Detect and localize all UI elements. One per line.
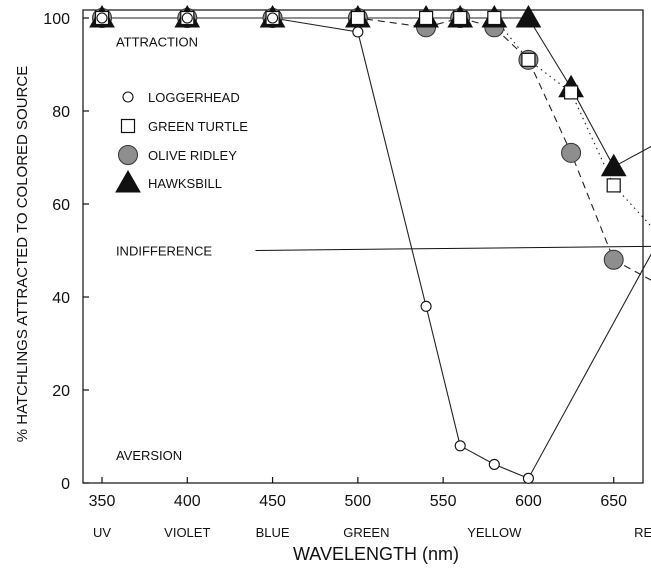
y-tick-label: 20 <box>52 383 70 400</box>
x-tick-label: 350 <box>89 493 116 510</box>
y-axis-ticks: 0 20 40 60 80 100 <box>43 11 89 493</box>
point-olive-ridley <box>603 249 624 270</box>
point-loggerhead <box>181 12 193 24</box>
point-green-turtle <box>418 10 434 26</box>
x-tick-label: 400 <box>174 493 201 510</box>
data-series <box>89 4 651 484</box>
point-hawksbill <box>600 153 627 177</box>
x-axis-title: WAVELENGTH (nm) <box>293 544 459 564</box>
legend-marker <box>120 118 136 134</box>
legend-entry: LOGGERHEAD <box>148 90 240 105</box>
band-label: VIOLET <box>164 525 210 540</box>
point-green-turtle <box>606 178 621 193</box>
y-tick-label: 40 <box>52 290 70 307</box>
band-label: GREEN <box>343 525 389 540</box>
region-annotation: AVERSION <box>116 448 182 463</box>
legend-entry: HAWKSBILL <box>148 176 222 191</box>
point-loggerhead <box>96 12 108 24</box>
point-green-turtle <box>521 52 536 67</box>
point-olive-ridley <box>561 142 582 163</box>
point-loggerhead <box>522 472 534 484</box>
point-hawksbill <box>515 4 542 28</box>
legend-marker <box>122 91 134 103</box>
region-annotation: INDIFFERENCE <box>116 244 212 259</box>
band-label: BLUE <box>256 525 290 540</box>
point-green-turtle <box>563 85 579 100</box>
y-tick-label: 0 <box>61 476 70 493</box>
x-tick-label: 650 <box>600 493 627 510</box>
point-loggerhead <box>267 12 279 24</box>
y-axis-title: % HATCHLINGS ATTRACTED TO COLORED SOURCE <box>14 66 31 442</box>
point-green-turtle <box>453 10 468 26</box>
x-tick-label: 600 <box>515 493 542 510</box>
legend-marker <box>115 169 141 193</box>
point-loggerhead <box>488 458 500 470</box>
x-axis-ticks: 350400450500550600650700 <box>89 477 627 510</box>
band-label: RED <box>634 525 651 540</box>
point-loggerhead <box>454 440 466 452</box>
legend-entry: GREEN TURTLE <box>148 119 248 134</box>
point-green-turtle <box>487 10 502 26</box>
legend-entry: OLIVE RIDLEY <box>148 148 237 163</box>
region-annotation: ATTRACTION <box>116 34 198 49</box>
legend: LOGGERHEAD GREEN TURTLE OLIVE RIDLEY HAWKSB… <box>115 90 248 193</box>
reference-lines <box>255 245 651 251</box>
x-tick-label: 500 <box>345 493 372 510</box>
x-tick-label: 550 <box>430 493 457 510</box>
band-label: UV <box>93 525 111 540</box>
x-tick-label: 450 <box>259 493 286 510</box>
y-tick-label: 100 <box>43 11 70 28</box>
color-band-labels: UV VIOLET BLUE GREEN YELLOW RED <box>93 525 651 540</box>
region-annotations: ATTRACTION INDIFFERENCE AVERSION <box>116 34 212 463</box>
band-label: YELLOW <box>467 525 522 540</box>
point-green-turtle <box>350 10 365 26</box>
point-loggerhead <box>420 300 432 312</box>
legend-marker <box>118 145 138 165</box>
indifference-line <box>255 245 651 251</box>
point-loggerhead <box>352 26 364 38</box>
y-tick-label: 80 <box>52 104 70 121</box>
y-tick-label: 60 <box>52 197 70 214</box>
